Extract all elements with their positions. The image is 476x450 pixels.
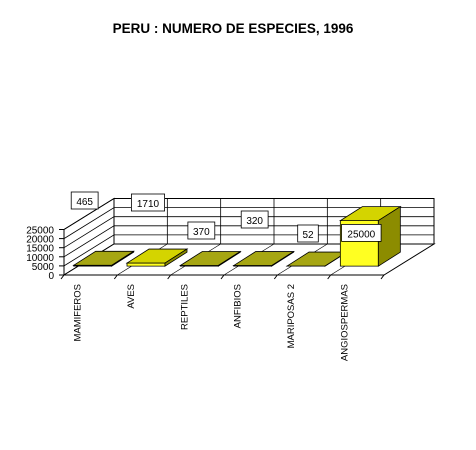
- x-tick-label: REPTILES: [179, 284, 190, 330]
- data-label-text: 52: [302, 230, 314, 241]
- x-tick-label: AVES: [126, 284, 137, 309]
- data-label: 1710: [131, 194, 164, 211]
- chart-title: PERU : NUMERO DE ESPECIES, 1996: [113, 21, 354, 36]
- x-tick-label: MAMIFEROS: [73, 284, 84, 342]
- x-tick-label: ANFIBIOS: [233, 284, 244, 328]
- data-label-text: 320: [246, 216, 263, 227]
- x-tick-mark: [168, 275, 171, 279]
- data-label-text: 25000: [347, 229, 375, 240]
- x-tick-label: MARIPOSAS 2: [286, 284, 297, 348]
- x-axis: MAMIFEROS AVES REPTILES ANFIBIOS MARIPOSAS 2…: [61, 275, 384, 361]
- x-tick-mark: [328, 275, 331, 279]
- data-label-text: 465: [76, 197, 93, 208]
- data-label: 52: [298, 225, 319, 242]
- bar-front: [127, 263, 165, 266]
- data-label-text: 1710: [137, 199, 160, 210]
- y-tick-label: 25000: [26, 226, 54, 237]
- x-tick-mark: [114, 275, 117, 279]
- x-tick-mark: [221, 275, 224, 279]
- x-tick-mark: [381, 275, 384, 279]
- x-tick-mark: [274, 275, 277, 279]
- x-tick-mark: [61, 275, 64, 279]
- data-label-text: 370: [193, 227, 210, 238]
- data-label: 320: [241, 211, 268, 228]
- data-label: 465: [71, 192, 98, 209]
- x-tick-label: ANGIOSPERMAS: [339, 284, 350, 361]
- data-label: 25000: [342, 224, 382, 241]
- data-label: 370: [188, 222, 215, 239]
